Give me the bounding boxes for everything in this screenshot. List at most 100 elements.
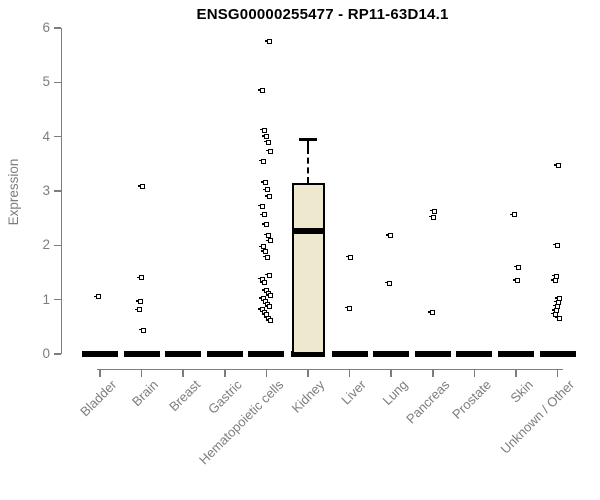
y-axis-tick bbox=[53, 244, 61, 247]
data-point-marker bbox=[513, 264, 521, 270]
y-tick-label: 2 bbox=[42, 237, 50, 253]
y-axis-tick bbox=[53, 353, 61, 355]
data-point-marker bbox=[259, 280, 267, 286]
median-line bbox=[291, 227, 325, 234]
data-point-marker bbox=[261, 134, 269, 140]
data-point-marker bbox=[554, 162, 562, 168]
data-point-marker bbox=[264, 39, 272, 45]
x-tick-label: Liver bbox=[338, 377, 370, 408]
data-point-marker bbox=[257, 203, 265, 209]
data-point-marker bbox=[385, 233, 393, 239]
whisker-stub bbox=[306, 140, 310, 149]
y-tick-label: 0 bbox=[42, 346, 50, 361]
data-point-marker bbox=[509, 212, 517, 218]
x-axis-tick bbox=[224, 370, 226, 377]
chart-title: ENSG00000255477 - RP11-63D14.1 bbox=[196, 6, 449, 23]
x-axis-tick bbox=[390, 370, 392, 377]
x-axis-tick bbox=[99, 370, 101, 377]
data-point-marker bbox=[264, 193, 272, 199]
data-point-marker bbox=[139, 327, 147, 333]
data-point-marker bbox=[512, 278, 520, 284]
y-tick-label: 3 bbox=[42, 183, 50, 198]
zero-median-bar bbox=[456, 351, 493, 357]
data-point-marker bbox=[429, 214, 437, 220]
data-point-marker bbox=[264, 272, 272, 278]
y-tick-label: 6 bbox=[42, 20, 50, 36]
zero-median-bar bbox=[414, 351, 451, 357]
data-point-marker bbox=[137, 275, 145, 281]
x-axis-tick bbox=[348, 370, 351, 377]
data-point-marker bbox=[345, 305, 353, 311]
x-axis-tick bbox=[432, 370, 434, 377]
x-axis-tick bbox=[473, 370, 476, 377]
x-axis-tick bbox=[140, 370, 143, 377]
data-point-marker bbox=[258, 244, 266, 250]
x-axis-tick bbox=[307, 370, 309, 377]
data-point-marker bbox=[555, 315, 563, 321]
x-tick-label: Bladder bbox=[77, 377, 120, 420]
zero-median-bar bbox=[248, 351, 285, 357]
data-point-marker bbox=[135, 307, 143, 313]
x-axis-tick bbox=[265, 370, 268, 377]
y-axis-tick bbox=[53, 298, 61, 301]
data-point-marker bbox=[265, 148, 273, 154]
zero-median-bar bbox=[539, 351, 576, 357]
data-point-marker bbox=[259, 127, 267, 133]
data-point-marker bbox=[260, 180, 268, 186]
y-tick-label: 4 bbox=[42, 128, 50, 144]
data-point-marker bbox=[258, 158, 266, 164]
zero-median-bar bbox=[373, 351, 410, 357]
data-point-marker bbox=[430, 208, 438, 214]
zero-median-bar bbox=[498, 351, 534, 357]
y-tick-label: 1 bbox=[42, 291, 50, 307]
zero-median-bar bbox=[331, 351, 368, 357]
zero-median-bar bbox=[82, 351, 118, 357]
data-point-marker bbox=[263, 232, 271, 238]
x-axis-tick bbox=[182, 370, 184, 377]
data-point-marker bbox=[259, 212, 267, 218]
whisker-cap bbox=[299, 138, 317, 141]
data-point-marker bbox=[138, 184, 146, 190]
x-tick-label: Skin bbox=[507, 377, 536, 406]
x-tick-label: Unknown / Other bbox=[497, 377, 578, 457]
y-axis-line bbox=[60, 28, 62, 354]
data-point-marker bbox=[257, 87, 265, 93]
x-tick-label: Gastric bbox=[204, 377, 245, 417]
data-point-marker bbox=[263, 139, 271, 145]
data-point-marker bbox=[264, 304, 272, 310]
y-axis-tick bbox=[53, 27, 61, 29]
y-axis-tick bbox=[53, 135, 61, 138]
data-point-marker bbox=[346, 254, 354, 260]
data-point-marker bbox=[262, 254, 270, 260]
x-tick-label: Kidney bbox=[288, 377, 328, 416]
data-point-marker bbox=[553, 242, 561, 248]
data-point-marker bbox=[265, 318, 273, 324]
data-point-marker bbox=[265, 238, 273, 244]
data-point-marker bbox=[260, 249, 268, 255]
x-axis-tick bbox=[515, 370, 517, 377]
zero-median-bar bbox=[165, 351, 202, 357]
x-axis-tick bbox=[556, 370, 559, 377]
whisker-line bbox=[306, 148, 309, 184]
x-tick-label: Lung bbox=[379, 377, 411, 409]
data-point-marker bbox=[262, 187, 270, 193]
data-point-marker bbox=[384, 280, 392, 286]
y-axis-label: Expression bbox=[6, 158, 21, 226]
data-point-marker bbox=[136, 299, 144, 305]
zero-median-bar bbox=[206, 351, 243, 357]
data-point-marker bbox=[551, 278, 559, 284]
x-tick-label: Brain bbox=[129, 377, 162, 410]
data-point-marker bbox=[428, 310, 436, 316]
y-axis-tick bbox=[53, 81, 61, 84]
data-point-marker bbox=[265, 293, 273, 299]
kidney-box bbox=[291, 183, 325, 354]
zero-median-bar bbox=[291, 351, 325, 357]
zero-median-bar bbox=[123, 351, 160, 357]
data-point-marker bbox=[551, 311, 559, 317]
data-point-marker bbox=[261, 222, 269, 228]
x-tick-label: Breast bbox=[165, 377, 203, 415]
x-axis-line bbox=[97, 368, 563, 370]
data-point-marker bbox=[93, 294, 101, 300]
x-tick-label: Pancreas bbox=[402, 377, 453, 427]
